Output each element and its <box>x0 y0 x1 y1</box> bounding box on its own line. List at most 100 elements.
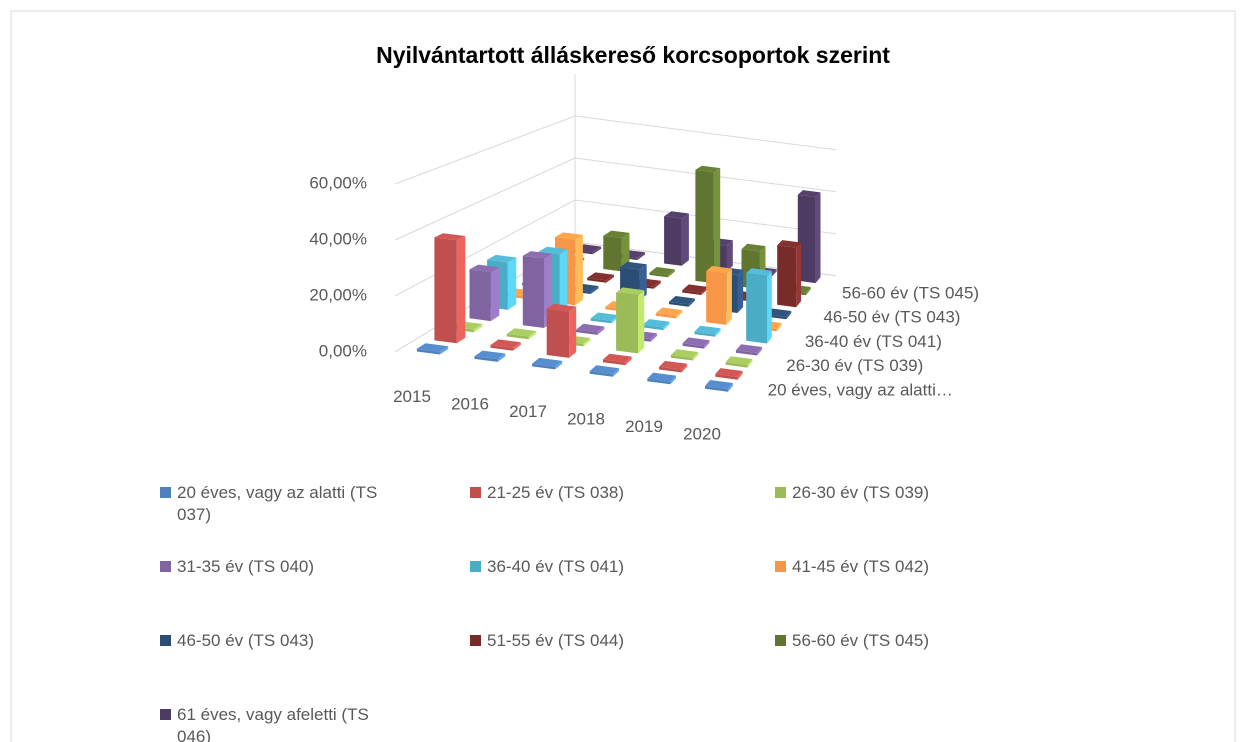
x-tick-label: 2017 <box>509 402 547 421</box>
bar <box>546 303 577 358</box>
legend: 20 éves, vagy az alatti (TS 037) 21-25 év… <box>160 482 1080 742</box>
bar-side <box>637 252 646 261</box>
bar-front <box>746 273 767 344</box>
legend-item: 20 éves, vagy az alatti (TS 037) <box>160 482 470 556</box>
bar-side <box>625 356 632 366</box>
bar-front <box>434 237 457 344</box>
bar-top <box>777 240 801 248</box>
bar-top <box>705 380 733 389</box>
legend-label: 26-30 év (TS 039) <box>792 483 930 502</box>
legend-label: 56-60 év (TS 045) <box>792 631 930 650</box>
bar-side <box>507 257 517 310</box>
y-tick-label: 40,00% <box>309 229 367 248</box>
bar-front <box>587 277 607 283</box>
bar-side <box>757 347 763 356</box>
bar-front <box>664 216 682 266</box>
bar-side <box>805 287 811 296</box>
bar-front <box>649 272 668 278</box>
bar <box>416 343 449 355</box>
bar-side <box>663 321 670 331</box>
bar-top <box>576 323 605 333</box>
bar-front <box>602 359 626 366</box>
depth-tick-label: 36-40 év (TS 041) <box>805 332 942 351</box>
legend-item: 21-25 év (TS 038) <box>470 482 775 556</box>
bar-top <box>434 233 466 241</box>
x-tick-label: 2015 <box>393 387 431 406</box>
bar-top <box>647 372 676 382</box>
bar-side <box>650 333 657 342</box>
y-tick-label: 60,00% <box>309 173 367 192</box>
bar <box>490 339 521 351</box>
bar-top <box>682 337 710 347</box>
bar-top <box>649 267 675 276</box>
bar-front <box>546 308 570 358</box>
legend-swatch <box>160 635 171 646</box>
bar-side <box>497 353 506 362</box>
bar-side <box>490 267 500 322</box>
bar-side <box>704 340 710 349</box>
bar <box>669 296 695 307</box>
y-tick-label: 0,00% <box>319 341 367 360</box>
bar-side <box>667 269 675 278</box>
bar-top <box>590 312 619 321</box>
bar-side <box>815 192 821 284</box>
bar <box>603 230 630 272</box>
bar-top <box>669 296 695 305</box>
bar-front <box>659 366 682 373</box>
bar <box>695 165 721 284</box>
chart-border <box>10 10 1236 742</box>
bar-side <box>767 270 772 344</box>
bar-side <box>675 310 683 319</box>
bar-side <box>726 240 733 272</box>
bar-front <box>469 269 491 322</box>
bar-side <box>747 359 753 368</box>
bar-top <box>766 308 792 317</box>
legend-label: 36-40 év (TS 041) <box>487 557 625 576</box>
bar-front <box>590 318 612 324</box>
bar-side <box>715 328 721 337</box>
bar <box>725 356 753 368</box>
legend-label: 41-45 év (TS 042) <box>792 557 930 576</box>
bar-top <box>664 211 689 219</box>
bar <box>576 323 605 335</box>
bar-side <box>621 232 630 272</box>
bar-top <box>603 230 630 238</box>
bar-top <box>725 356 753 365</box>
depth-tick-label: 46-50 év (TS 043) <box>823 308 960 327</box>
grid-line <box>394 115 837 185</box>
bar-front <box>682 343 704 349</box>
bar-front <box>705 386 728 392</box>
bar-side <box>528 331 537 340</box>
bar-front <box>522 255 545 328</box>
legend-swatch <box>470 635 481 646</box>
bar-front <box>669 301 689 307</box>
legend-label: 21-25 év (TS 038) <box>487 483 625 502</box>
bar <box>642 319 670 331</box>
legend-item: 31-35 év (TS 040) <box>160 556 470 630</box>
bar-front <box>532 363 556 370</box>
bar <box>670 349 699 361</box>
legend-label: 31-35 év (TS 040) <box>177 557 315 576</box>
bar <box>647 372 676 385</box>
bar-top <box>616 287 645 296</box>
bar-side <box>638 290 645 354</box>
legend-item: 56-60 év (TS 045) <box>775 630 1075 704</box>
y-tick-label: 20,00% <box>309 285 367 304</box>
bar <box>649 267 675 278</box>
legend-item: 46-50 év (TS 043) <box>160 630 470 704</box>
legend-swatch <box>160 487 171 498</box>
bar-side <box>439 346 449 355</box>
bar <box>506 328 537 340</box>
bar-side <box>796 242 801 308</box>
bar-front <box>589 371 613 377</box>
bar-top <box>746 268 772 276</box>
bar-side <box>681 213 689 266</box>
bar-top <box>797 190 821 197</box>
bar <box>797 190 821 284</box>
bar-side <box>559 249 568 317</box>
bar-front <box>777 245 797 308</box>
grid-line <box>394 157 837 241</box>
bar-top <box>469 264 500 273</box>
bar-side <box>681 363 688 373</box>
